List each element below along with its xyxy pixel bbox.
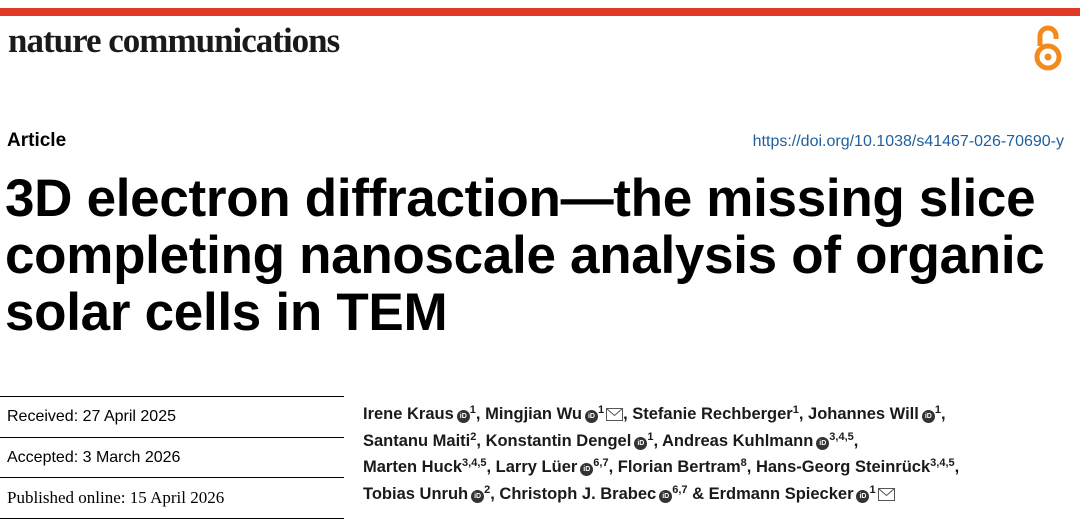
- divider: [0, 518, 344, 519]
- author-name[interactable]: Santanu Maiti: [363, 431, 471, 450]
- article-title: 3D electron diffraction—the missing slic…: [5, 170, 1075, 341]
- author-separator: &: [692, 484, 709, 503]
- author-name[interactable]: Konstantin Dengel: [485, 431, 632, 450]
- affiliation-number[interactable]: 1: [647, 430, 654, 443]
- affiliation-number[interactable]: 1: [869, 483, 876, 496]
- orcid-icon[interactable]: iD: [634, 436, 648, 450]
- affiliation-number[interactable]: 3,4,5: [930, 457, 955, 469]
- open-access-lock-ring: [1034, 43, 1062, 71]
- author-line: Marten Huck3,4,5, Larry Lüer iD6,7, Flori…: [363, 457, 960, 476]
- author-name[interactable]: Marten Huck: [363, 458, 463, 476]
- affiliation-number[interactable]: 8: [740, 457, 747, 469]
- author-name[interactable]: Mingjian Wu: [485, 405, 582, 423]
- email-icon[interactable]: [877, 487, 895, 501]
- author-name[interactable]: Irene Kraus: [363, 405, 454, 423]
- author-name[interactable]: Andreas Kuhlmann: [662, 431, 814, 450]
- affiliation-number[interactable]: 6,7: [593, 457, 609, 469]
- author-line: Irene Kraus iD1, Mingjian Wu iD1, Stefanie…: [363, 404, 946, 423]
- orcid-icon[interactable]: iD: [584, 410, 598, 423]
- author-name[interactable]: Florian Bertram: [617, 458, 741, 476]
- divider: [0, 477, 344, 478]
- published-date: Published online: 15 April 2026: [7, 488, 225, 507]
- title-line: completing nanoscale analysis of organic: [5, 226, 1045, 285]
- author-name[interactable]: Johannes Will: [808, 405, 919, 423]
- orcid-icon[interactable]: iD: [921, 410, 935, 423]
- affiliation-number[interactable]: 1: [469, 404, 476, 416]
- author-line: Santanu Maiti2, Konstantin Dengel iD1, An…: [363, 430, 859, 450]
- article-type-label: Article: [7, 130, 67, 151]
- orcid-icon[interactable]: iD: [456, 410, 470, 423]
- affiliation-number[interactable]: 3,4,5: [829, 430, 854, 443]
- affiliation-number[interactable]: 3,4,5: [462, 457, 487, 469]
- open-access-icon: [1034, 25, 1062, 71]
- orcid-icon[interactable]: iD: [659, 489, 673, 503]
- journal-brand-bar: [0, 8, 1080, 16]
- journal-name[interactable]: nature communications: [8, 21, 340, 60]
- author-name[interactable]: Hans-Georg Steinrück: [755, 458, 931, 476]
- author-name[interactable]: Larry Lüer: [495, 458, 578, 476]
- open-access-lock-dot: [1044, 53, 1052, 61]
- author-name[interactable]: Stefanie Rechberger: [632, 405, 793, 423]
- orcid-icon[interactable]: iD: [856, 489, 870, 503]
- title-line: 3D electron diffraction—the missing slic…: [5, 169, 1036, 228]
- title-line: solar cells in TEM: [5, 283, 448, 342]
- affiliation-number[interactable]: 1: [792, 404, 799, 416]
- orcid-icon[interactable]: iD: [471, 489, 485, 503]
- affiliation-number[interactable]: 2: [470, 430, 477, 443]
- author-name[interactable]: Christoph J. Brabec: [499, 484, 657, 503]
- accepted-date: Accepted: 3 March 2026: [7, 449, 181, 466]
- affiliation-number[interactable]: 2: [484, 483, 491, 496]
- divider: [0, 396, 344, 397]
- open-access-lock-shackle: [1037, 25, 1059, 46]
- affiliation-number[interactable]: 6,7: [672, 483, 688, 496]
- affiliation-number[interactable]: 1: [597, 404, 605, 416]
- author-line: Tobias Unruh iD2, Christoph J. Brabec iD6,…: [363, 481, 1075, 508]
- orcid-icon[interactable]: iD: [580, 463, 594, 476]
- affiliation-number[interactable]: 1: [934, 404, 941, 416]
- email-icon[interactable]: [606, 408, 624, 421]
- author-list: Irene Kraus iD1, Mingjian Wu iD1, Stefanie…: [363, 401, 1075, 507]
- doi-link[interactable]: https://doi.org/10.1038/s41467-026-70690…: [752, 133, 1064, 150]
- received-date: Received: 27 April 2025: [7, 408, 176, 425]
- orcid-icon[interactable]: iD: [816, 436, 830, 450]
- author-name[interactable]: Tobias Unruh: [363, 484, 469, 503]
- author-name[interactable]: Erdmann Spiecker: [708, 484, 854, 503]
- divider: [0, 437, 344, 438]
